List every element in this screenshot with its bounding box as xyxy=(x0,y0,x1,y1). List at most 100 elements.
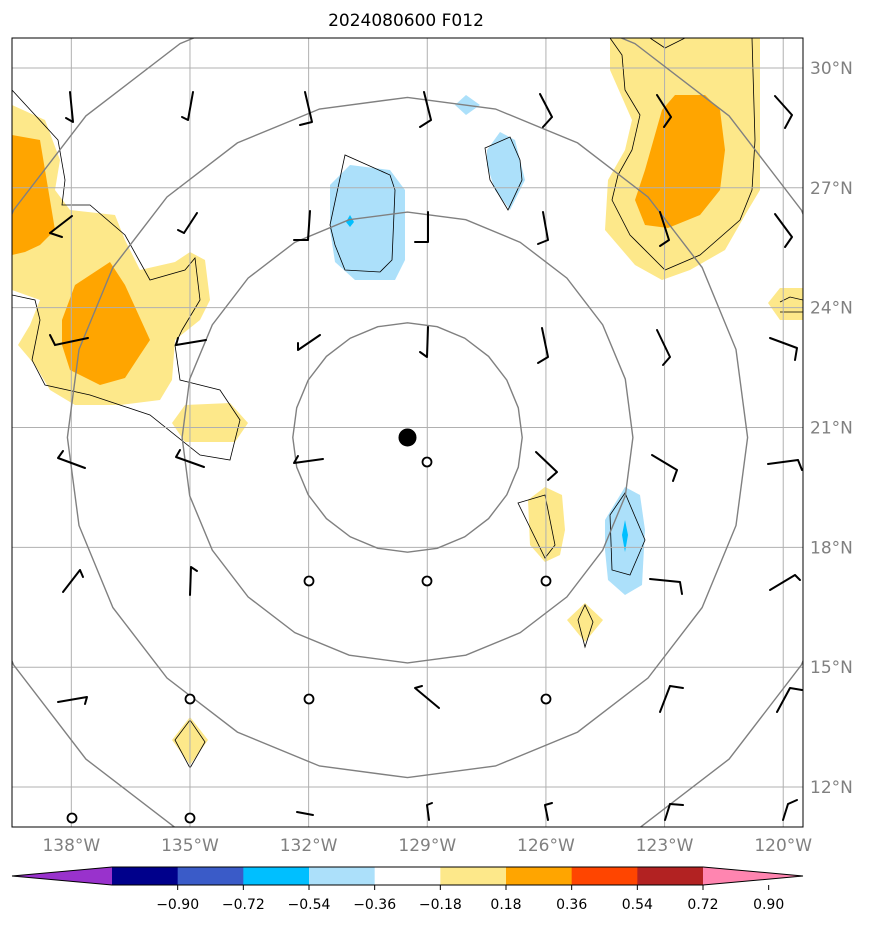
colorbar-outline xyxy=(11,866,804,886)
wind-barb xyxy=(189,566,198,596)
wind-barb xyxy=(767,459,803,471)
colorbar-extend-min xyxy=(12,867,112,885)
colorbar-segment xyxy=(440,867,507,885)
calm-marker xyxy=(540,575,552,587)
latitude-tick-label: 15°N xyxy=(810,658,853,678)
wind-barb xyxy=(769,574,801,591)
wind-barb xyxy=(651,454,678,482)
shade-blob-19n xyxy=(528,487,565,562)
wind-barb xyxy=(57,450,86,469)
shade-ne-orange xyxy=(635,95,725,228)
longitude-tick-label: 123°W xyxy=(636,836,694,856)
colorbar-segment xyxy=(309,867,376,885)
wind-barb xyxy=(175,449,205,468)
wind-barb xyxy=(544,802,553,821)
colorbar-tick-label: −0.36 xyxy=(353,897,396,913)
wind-barb xyxy=(62,569,84,593)
calm-marker xyxy=(303,575,315,587)
colorbar-tick-label: −0.90 xyxy=(156,897,199,913)
calm-marker xyxy=(66,812,78,824)
latitude-tick-label: 24°N xyxy=(810,299,853,319)
calm-marker xyxy=(303,693,315,705)
contour-13n xyxy=(174,719,206,769)
wind-barb xyxy=(539,93,553,128)
latitude-tick-label: 12°N xyxy=(810,778,853,798)
colorbar-tick-label: 0.54 xyxy=(622,897,653,913)
range-ring xyxy=(292,322,523,553)
wind-barb xyxy=(293,210,311,241)
wind-barb xyxy=(774,213,793,248)
latitude-tick-label: 30°N xyxy=(810,59,853,79)
plot-area xyxy=(12,38,803,827)
colorbar-extend-max xyxy=(703,867,803,885)
shade-blob-16n xyxy=(567,603,603,642)
shade-nw-orange-main xyxy=(62,262,150,385)
contour-blue-east xyxy=(609,492,646,576)
wind-barb xyxy=(177,212,198,234)
colorbar-segment xyxy=(637,867,704,885)
shade-nw-yellow xyxy=(12,105,210,405)
colorbar-tick-label: 0.36 xyxy=(556,897,587,913)
wind-barb xyxy=(49,334,89,347)
wind-barb xyxy=(49,215,73,238)
colorbar-segment xyxy=(112,867,179,885)
range-rings xyxy=(12,38,803,827)
wind-barb xyxy=(649,578,683,595)
colorbar-tick-label: 0.72 xyxy=(687,897,718,913)
colorbar-tick-label: 0.90 xyxy=(753,897,784,913)
range-ring xyxy=(12,38,803,827)
colorbar-tick-label: −0.54 xyxy=(288,897,331,913)
latitude-tick-label: 21°N xyxy=(810,419,853,439)
shading-positive-mid xyxy=(12,95,725,385)
calm-marker xyxy=(184,693,196,705)
contour-blue-center xyxy=(484,136,523,211)
latitude-tick-label: 27°N xyxy=(810,179,853,199)
shading-negative-mid xyxy=(346,215,628,552)
wind-barb xyxy=(656,329,671,366)
wind-barb xyxy=(664,803,684,821)
latitude-tick-label: 18°N xyxy=(810,538,853,558)
wind-barbs xyxy=(49,91,803,821)
wind-barb xyxy=(419,91,432,128)
range-ring xyxy=(66,96,749,779)
longitude-tick-label: 135°W xyxy=(161,836,219,856)
map-frame xyxy=(11,37,804,828)
colorbar-segment xyxy=(243,867,310,885)
colorbar-segment xyxy=(374,867,441,885)
longitude-tick-labels: 138°W 135°W 132°W 129°W 126°W 123°W 120°W xyxy=(42,836,812,856)
wind-barb xyxy=(297,334,321,351)
colorbar: −0.90 −0.72 −0.54 −0.36 −0.18 0.18 0.36 0.54 0.7… xyxy=(11,866,804,913)
colorbar-segment xyxy=(506,867,573,885)
shade-e24 xyxy=(768,288,803,320)
longitude-tick-label: 129°W xyxy=(398,836,456,856)
wind-barb xyxy=(419,326,429,358)
contour-16n xyxy=(577,604,594,649)
wind-barb xyxy=(414,211,429,243)
wind-barb xyxy=(537,327,549,364)
longitude-tick-label: 132°W xyxy=(280,836,338,856)
shade-blob-west21 xyxy=(172,403,248,442)
wind-barb xyxy=(656,94,672,128)
wind-barb xyxy=(57,696,88,705)
colorbar-segment xyxy=(177,867,244,885)
latitude-tick-labels: 30°N 27°N 24°N 21°N 18°N 15°N 12°N xyxy=(810,59,853,798)
calm-marker xyxy=(184,812,196,824)
contour-blue-west xyxy=(329,154,396,273)
wind-barb xyxy=(769,337,798,361)
calm-wind-markers xyxy=(66,456,552,824)
wind-barb xyxy=(537,211,549,245)
wind-barb xyxy=(181,91,194,121)
longitude-tick-label: 126°W xyxy=(517,836,575,856)
wind-barb xyxy=(293,455,324,464)
range-ring xyxy=(181,211,634,664)
wind-barb xyxy=(175,337,207,346)
contour-ne xyxy=(609,38,756,271)
colorbar-tick-label: 0.18 xyxy=(490,897,521,913)
shade-blue-west xyxy=(330,165,405,280)
wind-barb xyxy=(659,211,670,247)
wind-barb xyxy=(776,687,803,713)
storm-center-marker xyxy=(398,428,417,447)
calm-marker xyxy=(540,693,552,705)
longitude-tick-label: 138°W xyxy=(42,836,100,856)
